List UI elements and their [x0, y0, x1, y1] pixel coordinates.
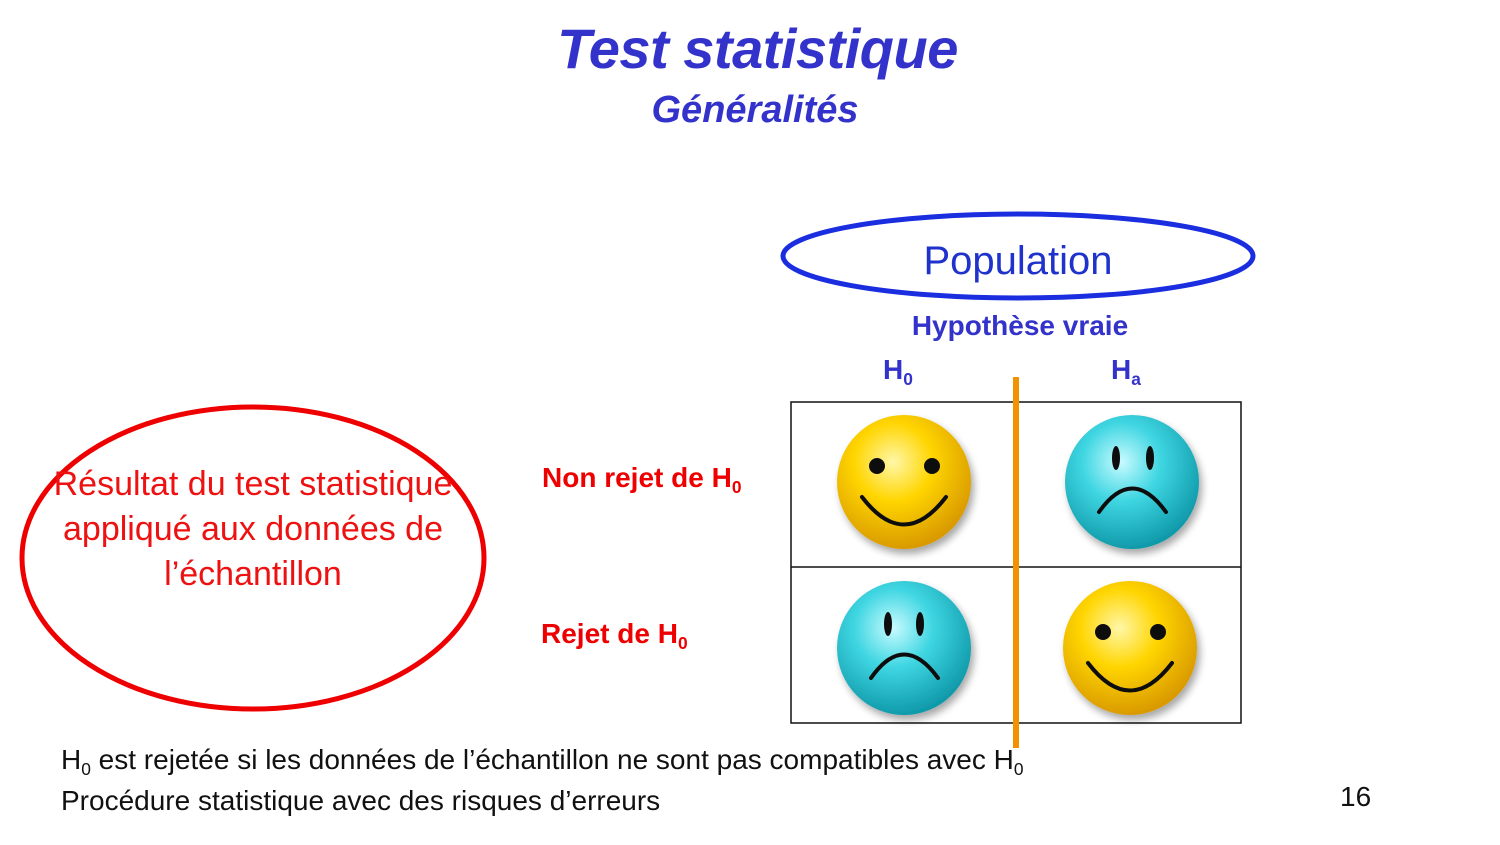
column-header-h0: H0 — [883, 354, 913, 390]
population-label: Population — [923, 239, 1113, 283]
footer-line-1: H0 est rejetée si les données de l’échan… — [61, 744, 1024, 780]
slide-subtitle: Généralités — [651, 89, 859, 131]
slide-title: Test statistique — [557, 17, 958, 80]
smiley-sad-icon — [837, 581, 971, 715]
result-ellipse — [19, 404, 487, 712]
smiley-sad-icon — [1065, 415, 1199, 549]
footer-line-2: Procédure statistique avec des risques d… — [61, 785, 661, 816]
row-label-rejet: Rejet de H0 — [541, 618, 688, 654]
smiley-happy-icon — [837, 415, 971, 549]
test-result-label: Résultat du test statistique appliqué au… — [53, 465, 453, 593]
row-label-non-rejet: Non rejet de H0 — [542, 462, 742, 498]
population-ellipse — [780, 211, 1256, 301]
hypothesis-true-label: Hypothèse vraie — [911, 310, 1129, 341]
smiley-happy-icon — [1063, 581, 1197, 715]
page-number: 16 — [1340, 781, 1372, 812]
column-header-ha: Ha — [1111, 354, 1141, 390]
